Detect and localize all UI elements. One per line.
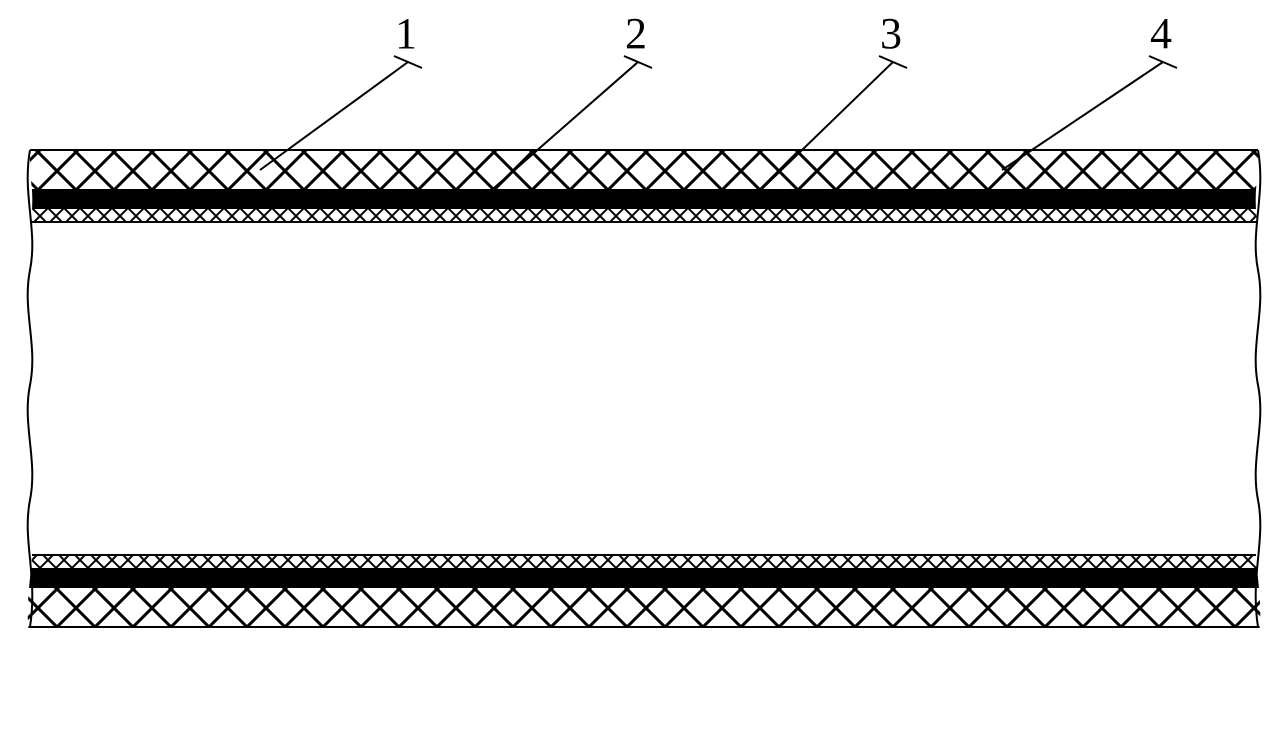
layer-inner-bottom [20, 555, 1268, 569]
break-mask-right [1256, 140, 1288, 640]
label-1: 1 [395, 8, 417, 59]
label-2: 2 [625, 8, 647, 59]
figure-container: 1 2 3 4 [0, 0, 1288, 734]
cross-section-svg [0, 0, 1288, 734]
label-4: 4 [1150, 8, 1172, 59]
break-mask-left [0, 140, 32, 640]
layer-outer-top [20, 150, 1268, 190]
layer-mid-top [20, 190, 1268, 208]
label-3: 3 [880, 8, 902, 59]
layer-mid-bottom [20, 569, 1268, 587]
layer-outer-bottom [20, 587, 1268, 627]
layer-inner-top [20, 208, 1268, 222]
